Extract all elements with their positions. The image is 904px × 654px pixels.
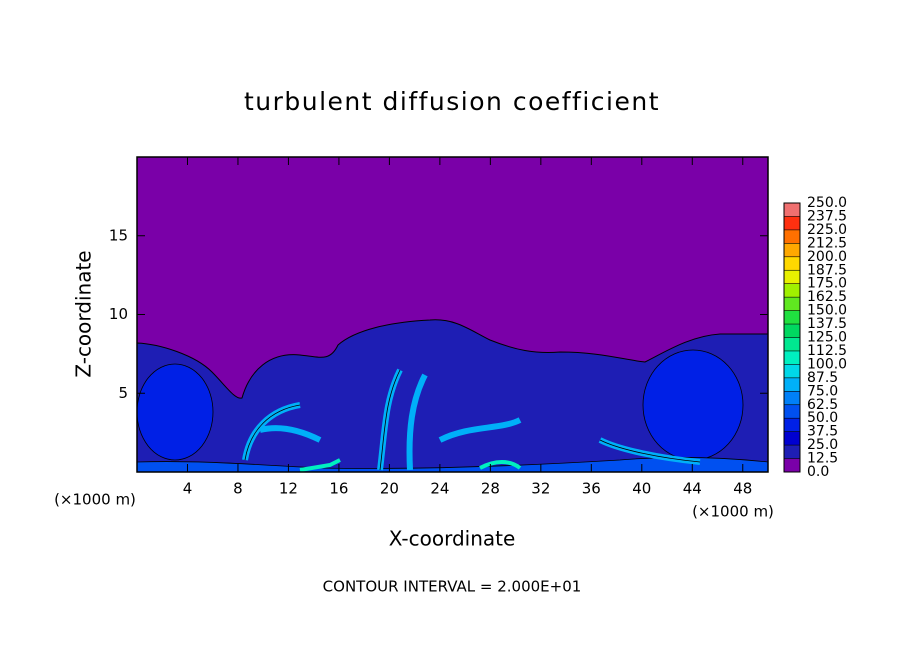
- colorbar-label: 112.5: [807, 343, 847, 359]
- x-unit: (×1000 m): [692, 503, 774, 521]
- colorbar-label: 187.5: [807, 262, 847, 278]
- x-tick-label: 12: [279, 480, 298, 498]
- colorbar-band: [784, 404, 800, 419]
- colorbar-band: [784, 270, 800, 284]
- y-tick-label: 5: [118, 384, 128, 402]
- contour-streak: [299, 458, 522, 472]
- colorbar-band: [784, 283, 800, 298]
- colorbar-label: 62.5: [807, 397, 838, 413]
- x-tick-label: 48: [733, 480, 752, 498]
- y-tick-label: 10: [109, 305, 128, 323]
- colorbar-band: [784, 216, 800, 230]
- x-tick-label: 36: [582, 480, 601, 498]
- colorbar-band: [784, 310, 800, 325]
- x-tick-label: 44: [683, 480, 702, 498]
- contour-line: [244, 369, 701, 471]
- colorbar-label: 212.5: [807, 235, 847, 251]
- colorbar-band: [784, 364, 800, 378]
- colorbar-label: 125.0: [807, 330, 847, 346]
- colorbar-label: 100.0: [807, 356, 847, 372]
- x-tick-label: 4: [183, 480, 193, 498]
- colorbar-label: 225.0: [807, 222, 847, 238]
- contour-field: [136, 156, 769, 473]
- colorbar-band: [784, 350, 800, 365]
- colorbar-label: 12.5: [807, 451, 838, 467]
- footnote: CONTOUR INTERVAL = 2.000E+01: [323, 578, 582, 596]
- colorbar-band: [784, 256, 800, 271]
- colorbar-label: 50.0: [807, 410, 838, 426]
- colorbar-band: [784, 377, 800, 392]
- x-tick-label: 20: [380, 480, 399, 498]
- colorbar-label: 175.0: [807, 276, 847, 292]
- x-tick-label: 16: [329, 480, 348, 498]
- x-tick-label: 28: [481, 480, 500, 498]
- colorbar-label: 162.5: [807, 289, 847, 305]
- colorbar-label: 137.5: [807, 316, 847, 332]
- x-tick-label: 8: [233, 480, 243, 498]
- colorbar-band: [784, 203, 800, 217]
- x-tick-label: 40: [632, 480, 651, 498]
- y-tick-label: 15: [109, 226, 128, 244]
- colorbar-band: [784, 391, 800, 405]
- contour-fill: [642, 349, 744, 461]
- contour-fill: [136, 363, 214, 461]
- colorbar-band: [784, 418, 800, 432]
- colorbar-label: 37.5: [807, 424, 838, 440]
- colorbar-band: [784, 243, 800, 257]
- x-tick-label: 24: [430, 480, 449, 498]
- colorbar-band: [784, 445, 800, 459]
- colorbar-band: [784, 324, 800, 338]
- colorbar-label: 237.5: [807, 208, 847, 224]
- colorbar-label: 200.0: [807, 249, 847, 265]
- contour-fill: [136, 319, 769, 473]
- y-axis-label: Z-coordinate: [72, 250, 96, 377]
- colorbar-band: [784, 337, 800, 351]
- x-tick-label: 32: [531, 480, 550, 498]
- colorbar-band: [784, 431, 800, 446]
- x-axis-label: X-coordinate: [389, 527, 516, 551]
- colorbar-label: 87.5: [807, 370, 838, 386]
- colorbar-label: 250.0: [807, 195, 847, 211]
- colorbar-label: 25.0: [807, 437, 838, 453]
- y-unit: (×1000 m): [54, 491, 136, 509]
- colorbar-label: 75.0: [807, 383, 838, 399]
- colorbar-band: [784, 229, 800, 244]
- colorbar-band: [784, 458, 800, 472]
- chart-title: turbulent diffusion coefficient: [244, 87, 660, 116]
- colorbar-label: 0.0: [807, 464, 829, 480]
- colorbar-label: 150.0: [807, 303, 847, 319]
- colorbar-band: [784, 297, 800, 311]
